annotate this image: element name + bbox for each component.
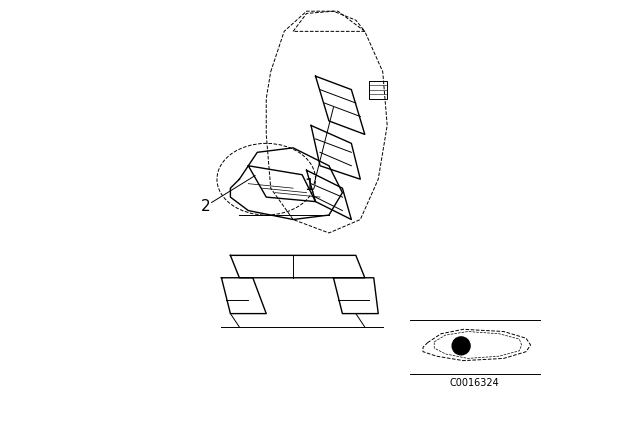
Text: C0016324: C0016324 [450, 378, 499, 388]
Circle shape [452, 337, 470, 355]
Text: 1: 1 [304, 178, 314, 194]
Text: 2: 2 [201, 199, 211, 215]
